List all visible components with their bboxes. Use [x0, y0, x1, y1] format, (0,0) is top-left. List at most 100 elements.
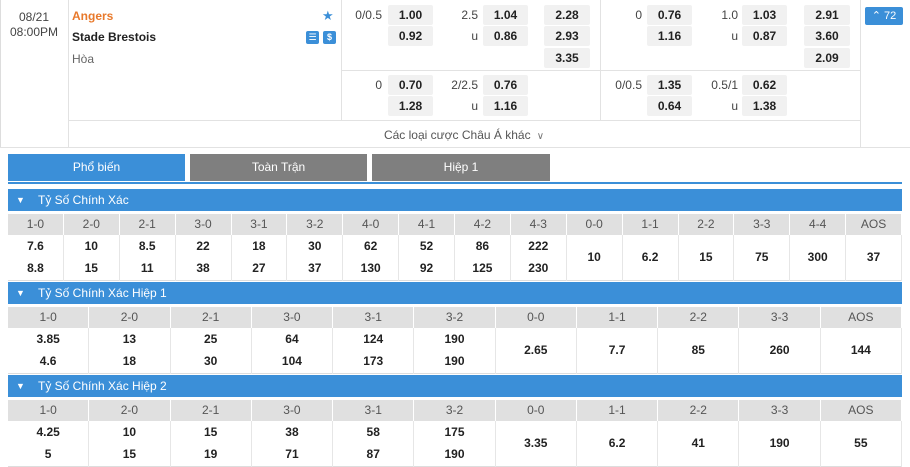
odds-cell[interactable]: 0.64: [647, 96, 692, 116]
odds-home-score[interactable]: 52: [419, 239, 434, 253]
odds-home-score[interactable]: 25: [203, 332, 218, 346]
odds-away-score[interactable]: 130: [360, 261, 381, 275]
odds-draw-score[interactable]: 300: [807, 250, 828, 264]
odds-cell[interactable]: 1.28: [388, 96, 433, 116]
odds-home-score[interactable]: 124: [363, 332, 384, 346]
odds-cell[interactable]: 0.92: [388, 26, 433, 46]
odds-home-score[interactable]: 7.6: [27, 239, 44, 253]
odds-away-score[interactable]: 173: [363, 354, 384, 368]
odds-home-score[interactable]: 10: [84, 239, 98, 253]
money-icon[interactable]: $: [323, 31, 336, 44]
odds-home-score[interactable]: 15: [203, 425, 218, 439]
collapse-chevron-icon[interactable]: ▼: [16, 195, 25, 205]
odds-cell[interactable]: 2.09: [804, 48, 850, 68]
odds-draw-score[interactable]: 41: [691, 436, 705, 450]
odds-away-score[interactable]: 92: [419, 261, 434, 275]
odds-away-score[interactable]: 71: [285, 447, 299, 461]
odds-away-score[interactable]: 4.6: [39, 354, 57, 368]
odds-away-score[interactable]: 125: [472, 261, 493, 275]
odds-draw-score[interactable]: 10: [587, 250, 601, 264]
odds-away-score[interactable]: 30: [203, 354, 218, 368]
odds-cell[interactable]: 0.76: [483, 75, 528, 95]
collapse-chevron-icon[interactable]: ▼: [16, 381, 25, 391]
more-markets-button[interactable]: ⌃ 72: [865, 7, 903, 25]
odds-draw-score[interactable]: 6.2: [608, 436, 626, 450]
odds-cell[interactable]: 3.35: [544, 48, 590, 68]
collapse-chevron-icon[interactable]: ▼: [16, 288, 25, 298]
odds-away-score[interactable]: 27: [252, 261, 266, 275]
odds-cell[interactable]: 1.04: [483, 5, 528, 25]
odds-home-score[interactable]: 190: [444, 332, 465, 346]
odds-cell[interactable]: 0.62: [742, 75, 787, 95]
odds-home-score[interactable]: 4.25: [36, 425, 60, 439]
section-header[interactable]: ▼ Tỷ Số Chính Xác Hiệp 1: [8, 282, 902, 304]
odds-cell[interactable]: 2.93: [544, 26, 590, 46]
odds-draw-score[interactable]: 190: [769, 436, 790, 450]
odds-cell[interactable]: 0.70: [388, 75, 433, 95]
odds-home-score[interactable]: 8.5: [138, 239, 156, 253]
odds-home-score[interactable]: 13: [122, 332, 137, 346]
odds-away-score[interactable]: 190: [444, 447, 465, 461]
odds-draw-score[interactable]: 144: [850, 343, 871, 357]
odds-away-score[interactable]: 5: [44, 447, 52, 461]
odds-cell[interactable]: 3.60: [804, 26, 850, 46]
tab-full-match[interactable]: Toàn Trận: [190, 154, 367, 181]
odds-away-score[interactable]: 15: [122, 447, 137, 461]
odds-home-score[interactable]: 10: [122, 425, 137, 439]
away-team[interactable]: Stade Brestois: [72, 30, 157, 44]
odds-home-score[interactable]: 222: [528, 239, 549, 253]
divider: [68, 120, 860, 121]
stats-icon[interactable]: ☰: [306, 31, 319, 44]
score-odds-column: 15 19: [171, 421, 252, 467]
section-header[interactable]: ▼ Tỷ Số Chính Xác: [8, 189, 902, 211]
section-header[interactable]: ▼ Tỷ Số Chính Xác Hiệp 2: [8, 375, 902, 397]
odds-cell[interactable]: 0.87: [742, 26, 787, 46]
odds-home-score[interactable]: 62: [364, 239, 378, 253]
odds-home-score[interactable]: 22: [196, 239, 210, 253]
favorite-star-icon[interactable]: ★: [322, 8, 334, 23]
odds-away-score[interactable]: 8.8: [27, 261, 44, 275]
odds-cell[interactable]: 0.76: [647, 5, 692, 25]
odds-draw-score[interactable]: 75: [755, 250, 769, 264]
odds-home-score[interactable]: 175: [444, 425, 465, 439]
odds-home-score[interactable]: 86: [475, 239, 490, 253]
odds-draw-score[interactable]: 2.65: [524, 343, 548, 357]
odds-draw-score[interactable]: 260: [769, 343, 790, 357]
odds-cell[interactable]: 1.00: [388, 5, 433, 25]
tab-popular[interactable]: Phổ biến: [8, 154, 185, 181]
odds-draw-score[interactable]: 3.35: [524, 436, 548, 450]
odds-away-score[interactable]: 15: [84, 261, 98, 275]
odds-draw-score[interactable]: 55: [854, 436, 868, 450]
odds-away-score[interactable]: 190: [444, 354, 465, 368]
odds-draw-score[interactable]: 6.2: [641, 250, 659, 264]
odds-draw-score[interactable]: 85: [691, 343, 705, 357]
odds-draw-score[interactable]: 7.7: [608, 343, 626, 357]
more-asian-bets-link[interactable]: Các loại cược Châu Á khác ∨: [68, 128, 860, 142]
odds-cell[interactable]: 1.03: [742, 5, 787, 25]
odds-cell[interactable]: 1.16: [647, 26, 692, 46]
odds-cell[interactable]: 1.16: [483, 96, 528, 116]
odds-away-score[interactable]: 19: [203, 447, 218, 461]
home-team[interactable]: Angers: [72, 9, 114, 23]
tab-first-half[interactable]: Hiệp 1: [372, 154, 550, 181]
odds-draw-score[interactable]: 37: [866, 250, 881, 264]
odds-home-score[interactable]: 64: [285, 332, 299, 346]
odds-cell[interactable]: 1.35: [647, 75, 692, 95]
odds-away-score[interactable]: 37: [308, 261, 322, 275]
odds-away-score[interactable]: 230: [528, 261, 549, 275]
odds-home-score[interactable]: 3.85: [36, 332, 60, 346]
odds-home-score[interactable]: 58: [366, 425, 380, 439]
odds-cell[interactable]: 1.38: [742, 96, 787, 116]
odds-away-score[interactable]: 104: [281, 354, 302, 368]
odds-home-score[interactable]: 38: [285, 425, 299, 439]
odds-cell[interactable]: 2.91: [804, 5, 850, 25]
odds-draw-score[interactable]: 15: [699, 250, 713, 264]
odds-home-score[interactable]: 18: [252, 239, 266, 253]
odds-away-score[interactable]: 87: [366, 447, 380, 461]
odds-home-score[interactable]: 30: [308, 239, 322, 253]
odds-cell[interactable]: 2.28: [544, 5, 590, 25]
odds-away-score[interactable]: 11: [140, 261, 154, 275]
odds-away-score[interactable]: 18: [122, 354, 137, 368]
odds-away-score[interactable]: 38: [196, 261, 210, 275]
odds-cell[interactable]: 0.86: [483, 26, 528, 46]
